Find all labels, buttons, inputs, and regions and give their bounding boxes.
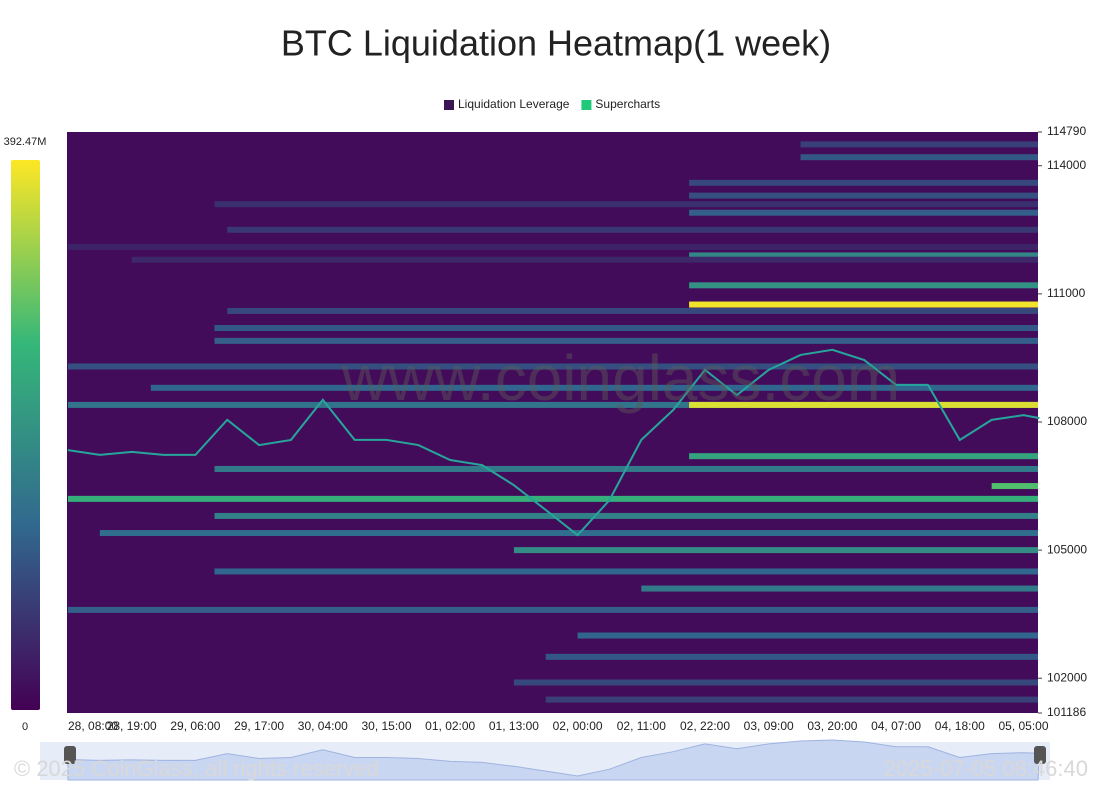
x-tick-label: 29, 06:00 [170, 719, 220, 733]
colorbar [11, 160, 40, 710]
heat-band [545, 696, 1038, 703]
legend-label: Supercharts [595, 97, 660, 111]
price-line [67, 348, 1040, 537]
y-tick-label: 114790 [1047, 124, 1086, 138]
heat-band [991, 483, 1038, 490]
heat-band [150, 384, 1038, 391]
legend-swatch [444, 100, 454, 110]
x-tick-label: 03, 09:00 [744, 719, 794, 733]
heat-band [577, 632, 1038, 639]
chart-title: BTC Liquidation Heatmap(1 week) [281, 23, 831, 64]
x-tick-label: 02, 11:00 [617, 719, 666, 733]
x-tick-label: 30, 04:00 [298, 719, 348, 733]
heat-band [214, 568, 1038, 575]
legend-swatch [581, 100, 592, 110]
heat-band [689, 252, 1038, 259]
heat-band [214, 337, 1038, 344]
heat-band [545, 653, 1038, 660]
x-tick-label: 01, 02:00 [425, 719, 475, 733]
heat-band [68, 606, 1038, 613]
timestamp: 2025-07-05 08:46:40 [884, 756, 1088, 781]
x-tick-label: 28, 19:00 [107, 719, 157, 733]
y-tick-label: 108000 [1047, 414, 1087, 428]
heat-band [68, 243, 1038, 250]
legend-label: Liquidation Leverage [458, 97, 570, 111]
heat-band [689, 282, 1038, 289]
heat-band [513, 679, 1038, 686]
slider-handle[interactable] [1034, 746, 1046, 764]
x-tick-label: 04, 07:00 [871, 719, 921, 733]
heat-band [227, 307, 1038, 314]
x-tick-label: 01, 13:00 [489, 719, 539, 733]
heat-band [68, 363, 1038, 370]
heat-band [99, 530, 1039, 537]
heat-band [689, 209, 1038, 216]
plot-background [67, 132, 1038, 713]
slider-area [67, 739, 1040, 781]
heat-band [800, 141, 1038, 148]
heat-band [131, 256, 1038, 263]
heat-band [689, 401, 1038, 408]
heat-band [214, 512, 1038, 519]
y-tick-label: 105000 [1047, 542, 1087, 556]
x-tick-label: 02, 00:00 [553, 719, 603, 733]
heat-band [800, 154, 1038, 161]
x-tick-label: 02, 22:00 [680, 719, 730, 733]
heat-band [68, 401, 1038, 408]
x-tick-label: 05, 05:00 [998, 719, 1048, 733]
x-tick-label: 28, 08:00 [68, 719, 118, 733]
heat-band [214, 201, 1038, 208]
colorbar-label: 0 [22, 721, 28, 733]
heat-band [689, 301, 1038, 308]
heat-band [689, 192, 1038, 199]
colorbar-label: 392.47M [4, 136, 47, 148]
heat-band [68, 495, 1038, 502]
heat-band [214, 325, 1038, 332]
x-tick-label: 04, 18:00 [935, 719, 985, 733]
heat-band [513, 547, 1038, 554]
slider-handle[interactable] [64, 746, 76, 764]
x-tick-label: 29, 17:00 [234, 719, 284, 733]
y-tick-label: 101186 [1047, 705, 1086, 719]
heat-band [689, 179, 1038, 186]
heat-band [227, 226, 1038, 233]
heat-band [689, 453, 1038, 460]
copyright: © 2025 CoinGlass, all rights reserved [14, 756, 379, 781]
y-tick-label: 102000 [1047, 670, 1087, 684]
x-tick-label: 30, 15:00 [361, 719, 411, 733]
x-tick-label: 03, 20:00 [807, 719, 857, 733]
heat-band [641, 585, 1038, 592]
y-tick-label: 111000 [1047, 286, 1086, 300]
y-tick-label: 114000 [1047, 158, 1086, 172]
watermark: www.coinglass.com [341, 342, 900, 414]
